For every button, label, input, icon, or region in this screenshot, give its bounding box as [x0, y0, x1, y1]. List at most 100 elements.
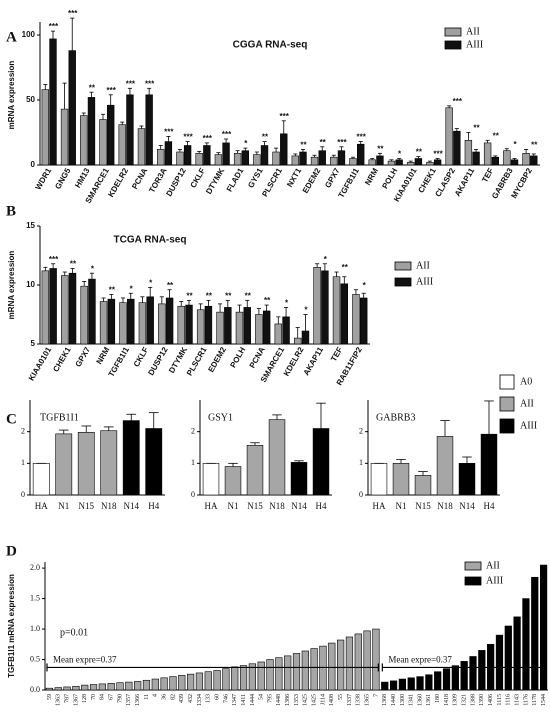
legend-swatch: [394, 261, 412, 271]
bar: [239, 665, 248, 691]
legend-swatch: [464, 576, 482, 586]
bar: [63, 686, 71, 691]
x-tick-label: DTYMK: [204, 166, 226, 195]
x-tick-label: TEF: [480, 166, 495, 184]
chart-title: GSY1: [208, 412, 233, 423]
bar: [458, 463, 476, 496]
y-tick-label: 0: [31, 160, 36, 169]
mean-label: Mean expre=0.37: [388, 655, 452, 665]
x-tick-label: HA: [373, 501, 386, 511]
significance: ***: [126, 79, 136, 88]
bar: [204, 671, 212, 691]
chart-title: CGGA RNA-seq: [233, 40, 308, 51]
legend-label: AII: [466, 26, 480, 37]
bar: [243, 307, 251, 345]
x-tick-label: POLH: [380, 166, 399, 190]
x-tick-label: 439: [179, 694, 185, 703]
x-tick-label: POLH: [228, 345, 247, 369]
bar: [160, 677, 168, 691]
x-tick-label: 1321: [462, 694, 468, 706]
legend-swatch: [444, 27, 462, 37]
significance: ***: [356, 133, 366, 142]
y-tick-label: 1: [21, 458, 25, 467]
bar: [291, 155, 299, 166]
significance: *: [149, 278, 153, 287]
bar: [352, 294, 360, 345]
bar: [68, 272, 77, 345]
bar: [274, 323, 283, 345]
bar: [137, 128, 146, 166]
bar: [337, 639, 345, 691]
y-tick-label: 5: [31, 339, 36, 348]
significance: *: [324, 255, 328, 264]
bar: [268, 419, 286, 496]
bar: [49, 38, 57, 166]
significance: **: [186, 291, 193, 300]
x-tick-label: 432: [188, 694, 194, 703]
bar: [178, 675, 186, 691]
bar: [107, 104, 115, 166]
mean-label: Mean expre=0.37: [53, 655, 117, 665]
bar: [196, 309, 205, 345]
bar: [266, 659, 274, 691]
y-tick-label: 2.0: [30, 563, 40, 572]
bar: [122, 420, 140, 496]
x-tick-label: 787: [64, 694, 70, 703]
legend-swatch: [499, 396, 515, 412]
bar: [49, 268, 57, 345]
significance: **: [531, 141, 538, 150]
y-tick-label: 1.0: [30, 624, 40, 633]
significance: ***: [280, 112, 290, 121]
significance: **: [89, 83, 96, 92]
bar: [290, 462, 308, 496]
x-tick-label: WDR1: [34, 166, 54, 191]
bar: [202, 463, 220, 496]
bar: [318, 150, 326, 166]
x-tick-label: 1338: [356, 694, 362, 706]
significance: ***: [337, 138, 347, 147]
bar: [216, 311, 224, 345]
x-tick-label: NRM: [363, 166, 380, 187]
bar: [260, 145, 269, 166]
x-tick-label: N1: [228, 501, 239, 511]
x-tick-label: N1: [58, 501, 69, 511]
bar: [55, 433, 73, 496]
bar: [478, 650, 486, 691]
bar: [246, 444, 264, 496]
bar: [472, 151, 480, 166]
x-tick-label: 1390: [479, 694, 485, 706]
bar: [434, 671, 442, 691]
bar: [118, 124, 126, 166]
bar: [41, 270, 50, 345]
bar: [257, 661, 265, 691]
legend-label: AII: [520, 398, 534, 409]
significance: **: [245, 291, 252, 300]
panel-letter: D: [6, 543, 17, 559]
significance: ***: [106, 86, 116, 95]
x-tick-label: 128: [82, 694, 88, 703]
significance: **: [416, 148, 423, 157]
significance: **: [473, 124, 480, 133]
legend-swatch: [499, 374, 515, 390]
bar: [425, 674, 433, 691]
x-tick-label: 1143: [514, 694, 520, 706]
x-tick-label: 1300: [400, 694, 406, 706]
bar: [398, 678, 407, 691]
bar: [177, 305, 185, 345]
x-tick-label: 59: [47, 694, 53, 700]
x-tick-label: CKLF: [189, 166, 208, 189]
significance: ***: [145, 79, 155, 88]
bar: [301, 330, 310, 345]
bar: [61, 275, 69, 345]
bar: [222, 668, 230, 691]
bar: [127, 298, 135, 345]
x-tick-label: 1388: [470, 694, 476, 706]
bar: [359, 297, 368, 345]
x-tick-label: 1341: [409, 694, 415, 706]
bar: [68, 50, 76, 166]
significance: ***: [183, 133, 193, 142]
x-tick-label: 790: [117, 694, 123, 703]
bar: [340, 283, 349, 345]
x-tick-label: 82: [170, 694, 176, 700]
